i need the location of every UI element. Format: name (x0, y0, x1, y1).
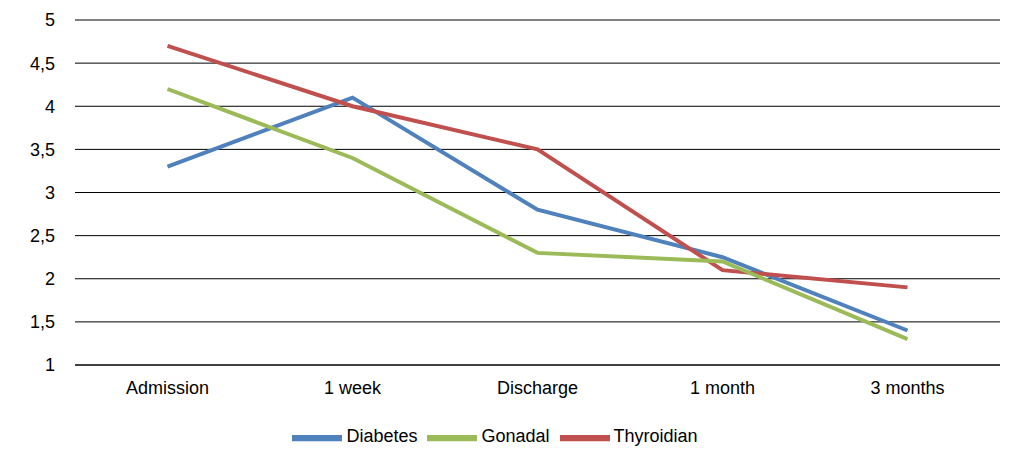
svg-text:3,5: 3,5 (30, 140, 55, 160)
svg-text:5: 5 (45, 10, 55, 30)
svg-text:4,5: 4,5 (30, 54, 55, 74)
svg-text:2: 2 (45, 269, 55, 289)
html-text:Gonadal: Gonadal (481, 426, 550, 447)
html-text:Thyroidian: Thyroidian (613, 426, 698, 447)
svg-text:3: 3 (45, 183, 55, 203)
svg-text:1: 1 (45, 355, 55, 375)
html-text:Diabetes: Diabetes (346, 426, 418, 447)
svg-text:4: 4 (45, 97, 55, 117)
svg-text:2,5: 2,5 (30, 226, 55, 246)
svg-text:1 week: 1 week (324, 378, 382, 398)
svg-text:1 month: 1 month (690, 378, 755, 398)
svg-text:Discharge: Discharge (497, 378, 578, 398)
svg-text:1,5: 1,5 (30, 312, 55, 332)
svg-text:Admission: Admission (126, 378, 209, 398)
svg-text:3 months: 3 months (870, 378, 944, 398)
